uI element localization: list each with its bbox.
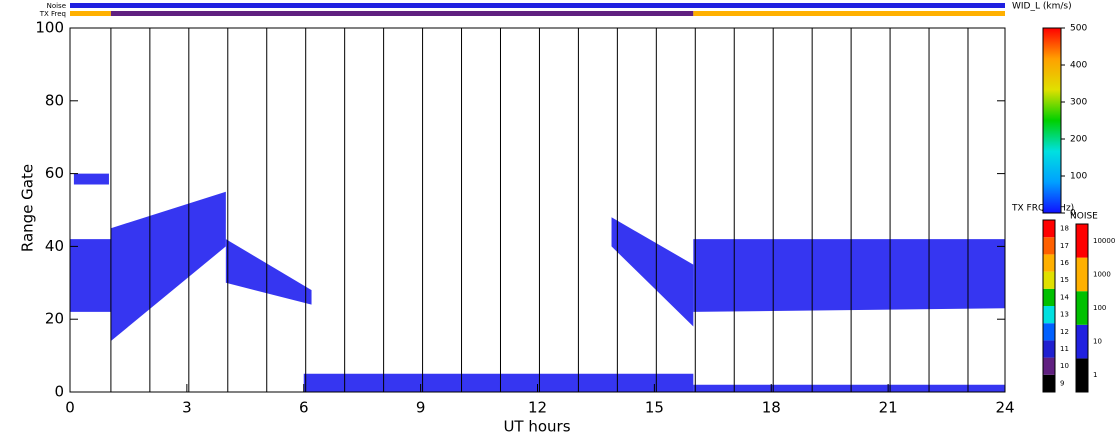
colorbar-segment: [1043, 288, 1055, 306]
x-tick-label: 15: [645, 399, 664, 417]
colorbar-tick-label: 11: [1060, 345, 1069, 353]
colorbar-frame: [1042, 219, 1056, 393]
echo-region: [110, 191, 226, 342]
y-tick-label: 20: [45, 310, 64, 328]
colorbar-tick-label: 10000: [1093, 237, 1115, 245]
y-tick-label: 0: [54, 383, 64, 401]
colorbar-segment: [1043, 271, 1055, 289]
colorbar-segment: [1076, 224, 1088, 258]
status-bar-label: TX Freq: [39, 10, 66, 18]
echo-region: [611, 217, 694, 327]
echo-region: [225, 239, 312, 305]
x-tick-label: 12: [528, 399, 547, 417]
colorbar-tick-label: 14: [1060, 293, 1069, 301]
echo-region: [70, 239, 111, 312]
x-tick-label: 18: [762, 399, 781, 417]
width-colorbar: [1042, 27, 1062, 214]
y-tick-label: 100: [35, 19, 64, 37]
colorbar-segment: [1043, 237, 1055, 255]
colorbar-tick-label: 1: [1093, 371, 1097, 379]
status-segment: [70, 11, 111, 16]
x-axis-label: UT hours: [503, 418, 570, 435]
colorbar-tick-label: 500: [1070, 24, 1087, 34]
x-tick-label: 0: [65, 399, 75, 417]
colorbar-tick-label: 13: [1060, 311, 1069, 319]
colorbar-tick-label: 18: [1060, 225, 1069, 233]
colorbar-segment: [1076, 291, 1088, 325]
status-bar-label: Noise: [47, 2, 66, 10]
colorbar-tick-label: 200: [1070, 135, 1087, 145]
colorbar-segment: [1076, 358, 1088, 392]
colorbar-tick-label: 17: [1060, 242, 1069, 250]
echo-region: [73, 173, 109, 185]
colorbar-segment: [1043, 340, 1055, 358]
colorbar-tick-label: 400: [1070, 61, 1087, 71]
x-tick-label: 9: [416, 399, 426, 417]
x-tick-label: 21: [879, 399, 898, 417]
colorbar-tick-label: 100: [1093, 304, 1106, 312]
echo-region: [693, 239, 1005, 312]
noise-bar-title: NOISE: [1070, 212, 1098, 222]
colorbar-tick-label: 0: [1070, 209, 1076, 219]
colorbar-segment: [1043, 306, 1055, 324]
width-bar-title: WID_L (km/s): [1012, 2, 1072, 12]
colorbar-tick-label: 12: [1060, 328, 1069, 336]
status-segment: [70, 3, 1005, 8]
colorbar-tick-label: 15: [1060, 276, 1069, 284]
echo-region: [693, 384, 1005, 392]
colorbar-segment: [1043, 374, 1055, 392]
y-axis-label: Range Gate: [19, 164, 37, 252]
colorbar-segment: [1043, 220, 1055, 238]
colorbar-segment: [1043, 254, 1055, 272]
status-segment: [693, 11, 1005, 16]
colorbar-segment: [1043, 323, 1055, 341]
y-tick-label: 60: [45, 164, 64, 182]
colorbar-tick-label: 16: [1060, 259, 1069, 267]
colorbar-tick-label: 9: [1060, 379, 1064, 387]
colorbar-frame: [1075, 223, 1089, 393]
y-tick-label: 80: [45, 91, 64, 109]
colorbar-segment: [1076, 324, 1088, 359]
colorbar-tick-label: 10: [1093, 338, 1102, 346]
x-tick-label: 3: [182, 399, 192, 417]
colorbar-tick-label: 1000: [1093, 270, 1111, 278]
colorbar-segment: [1076, 257, 1088, 292]
colorbar-segment: [1043, 357, 1055, 375]
status-segment: [110, 11, 694, 16]
x-tick-label: 6: [299, 399, 309, 417]
x-tick-label: 24: [995, 399, 1014, 417]
colorbar-tick-label: 10: [1060, 362, 1069, 370]
colorbar-tick-label: 100: [1070, 172, 1087, 182]
y-tick-label: 40: [45, 237, 64, 255]
colorbar-tick-label: 300: [1070, 98, 1087, 108]
echo-region: [303, 373, 694, 392]
